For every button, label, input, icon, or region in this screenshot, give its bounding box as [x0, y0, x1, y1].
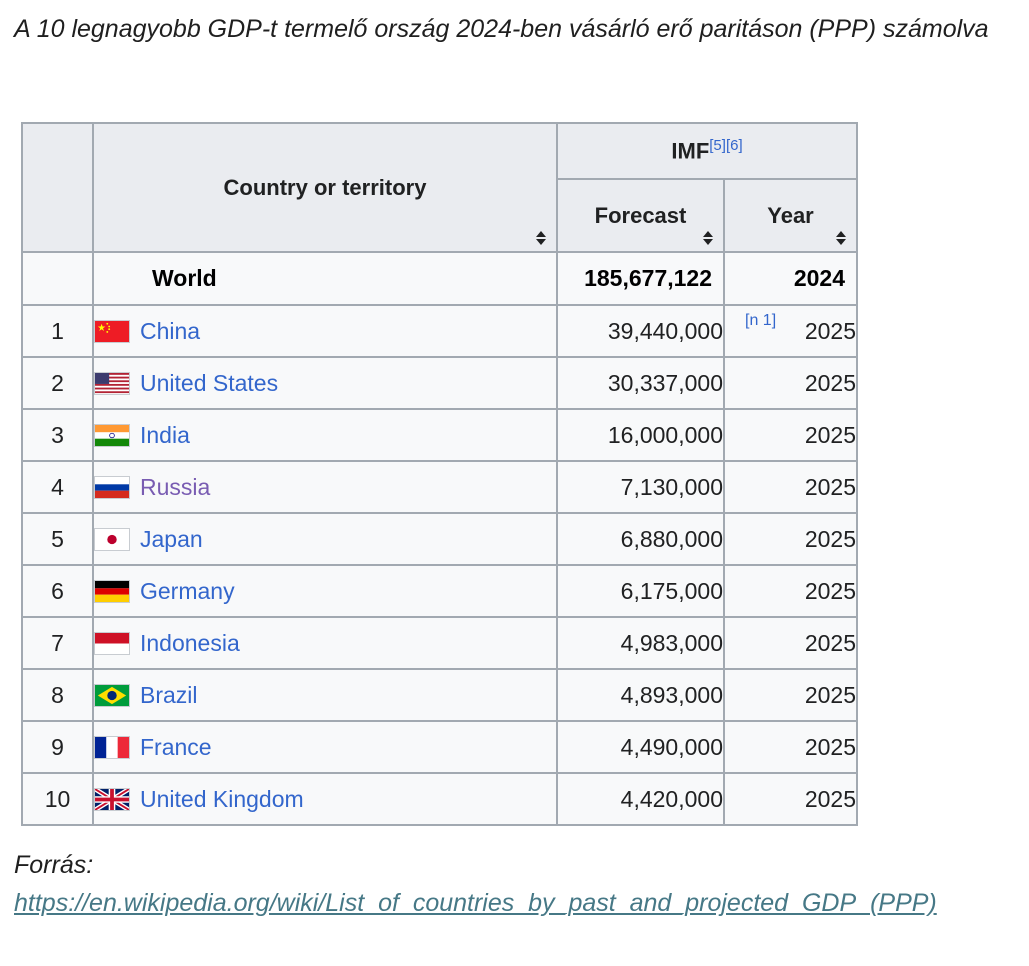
- forecast-cell: 4,420,000: [556, 772, 725, 826]
- country-cell: Brazil: [92, 668, 558, 722]
- country-link[interactable]: United Kingdom: [140, 785, 304, 812]
- rank-cell: 3: [21, 408, 94, 462]
- table-row: 3 India 16,000,000 2025: [21, 408, 858, 462]
- country-link[interactable]: Brazil: [140, 681, 198, 708]
- world-row: World 185,677,122 2024: [21, 251, 858, 306]
- rank-cell: 8: [21, 668, 94, 722]
- uk-flag-icon[interactable]: [94, 787, 130, 811]
- year-cell: 2025: [723, 720, 858, 774]
- country-link[interactable]: Japan: [140, 525, 203, 552]
- table-row: 10 United Kingdom 4,420,000 2025: [21, 772, 858, 826]
- indonesia-flag-icon[interactable]: [94, 631, 130, 655]
- japan-flag-icon[interactable]: [94, 527, 130, 551]
- forecast-cell: 6,880,000: [556, 512, 725, 566]
- country-link[interactable]: Indonesia: [140, 629, 240, 656]
- rank-cell: 1: [21, 304, 94, 358]
- russia-flag-icon[interactable]: [94, 475, 130, 499]
- source-label: Forrás:: [14, 851, 94, 879]
- imf-references[interactable]: [5][6]: [709, 137, 743, 155]
- country-cell: Indonesia: [92, 616, 558, 670]
- forecast-cell: 39,440,000: [556, 304, 725, 358]
- table-row: 6 Germany 6,175,000 2025: [21, 564, 858, 618]
- year-cell: 2025: [723, 460, 858, 514]
- sort-icon[interactable]: [836, 231, 846, 245]
- forecast-header-label: Forecast: [594, 202, 687, 228]
- imf-label: IMF: [671, 138, 710, 164]
- year-cell: 2025: [723, 512, 858, 566]
- gdp-table: Country or territory IMF[5][6] Forecast …: [21, 122, 858, 826]
- france-flag-icon[interactable]: [94, 735, 130, 759]
- year-cell: [n 1] 2025: [723, 304, 858, 358]
- rank-cell: 6: [21, 564, 94, 618]
- year-cell: 2025: [723, 772, 858, 826]
- forecast-header[interactable]: Forecast: [556, 178, 725, 253]
- table-row: 1 China 39,440,000 [n 1] 2025: [21, 304, 858, 358]
- country-cell: Russia: [92, 460, 558, 514]
- year-cell: 2025: [723, 408, 858, 462]
- rank-cell: 10: [21, 772, 94, 826]
- rank-cell: 9: [21, 720, 94, 774]
- caption-title: A 10 legnagyobb GDP-t termelő ország 202…: [14, 15, 989, 43]
- country-cell: United States: [92, 356, 558, 410]
- forecast-cell: 6,175,000: [556, 564, 725, 618]
- country-cell: Germany: [92, 564, 558, 618]
- india-flag-icon[interactable]: [94, 423, 130, 447]
- rank-header: [21, 122, 94, 253]
- country-link[interactable]: France: [140, 733, 212, 760]
- country-link[interactable]: United States: [140, 369, 279, 396]
- forecast-cell: 4,983,000: [556, 616, 725, 670]
- world-year: 2024: [723, 251, 858, 306]
- brazil-flag-icon[interactable]: [94, 683, 130, 707]
- year-header-label: Year: [767, 202, 814, 228]
- country-link[interactable]: India: [140, 421, 190, 448]
- year-value: 2025: [804, 317, 856, 344]
- imf-group-header: IMF[5][6]: [556, 122, 858, 180]
- table-row: 5 Japan 6,880,000 2025: [21, 512, 858, 566]
- table-row: 8 Brazil 4,893,000 2025: [21, 668, 858, 722]
- country-header[interactable]: Country or territory: [92, 122, 558, 253]
- country-link[interactable]: Russia: [140, 473, 211, 500]
- country-cell: China: [92, 304, 558, 358]
- germany-flag-icon[interactable]: [94, 579, 130, 603]
- table-row: 2 United States 30,337,000 2025: [21, 356, 858, 410]
- sort-icon[interactable]: [536, 231, 546, 245]
- table-row: 7 Indonesia 4,983,000 2025: [21, 616, 858, 670]
- country-cell: India: [92, 408, 558, 462]
- rank-cell: 7: [21, 616, 94, 670]
- rank-cell: 2: [21, 356, 94, 410]
- country-link[interactable]: China: [140, 317, 201, 344]
- world-rank: [21, 251, 94, 306]
- year-cell: 2025: [723, 668, 858, 722]
- forecast-cell: 4,893,000: [556, 668, 725, 722]
- china-flag-icon[interactable]: [94, 319, 130, 343]
- year-header[interactable]: Year: [723, 178, 858, 253]
- source-link[interactable]: https://en.wikipedia.org/wiki/List_of_co…: [14, 889, 937, 917]
- year-cell: 2025: [723, 616, 858, 670]
- year-cell: 2025: [723, 564, 858, 618]
- country-link[interactable]: Germany: [140, 577, 235, 604]
- forecast-cell: 16,000,000: [556, 408, 725, 462]
- forecast-cell: 4,490,000: [556, 720, 725, 774]
- sort-icon[interactable]: [703, 231, 713, 245]
- note-reference[interactable]: [n 1]: [745, 312, 777, 329]
- forecast-cell: 30,337,000: [556, 356, 725, 410]
- rank-cell: 4: [21, 460, 94, 514]
- country-cell: Japan: [92, 512, 558, 566]
- table-row: 9 France 4,490,000 2025: [21, 720, 858, 774]
- table-row: 4 Russia 7,130,000 2025: [21, 460, 858, 514]
- year-cell: 2025: [723, 356, 858, 410]
- country-header-label: Country or territory: [223, 174, 427, 200]
- world-forecast: 185,677,122: [556, 251, 725, 306]
- forecast-cell: 7,130,000: [556, 460, 725, 514]
- country-cell: United Kingdom: [92, 772, 558, 826]
- usa-flag-icon[interactable]: [94, 371, 130, 395]
- rank-cell: 5: [21, 512, 94, 566]
- country-cell: France: [92, 720, 558, 774]
- world-name: World: [92, 251, 558, 306]
